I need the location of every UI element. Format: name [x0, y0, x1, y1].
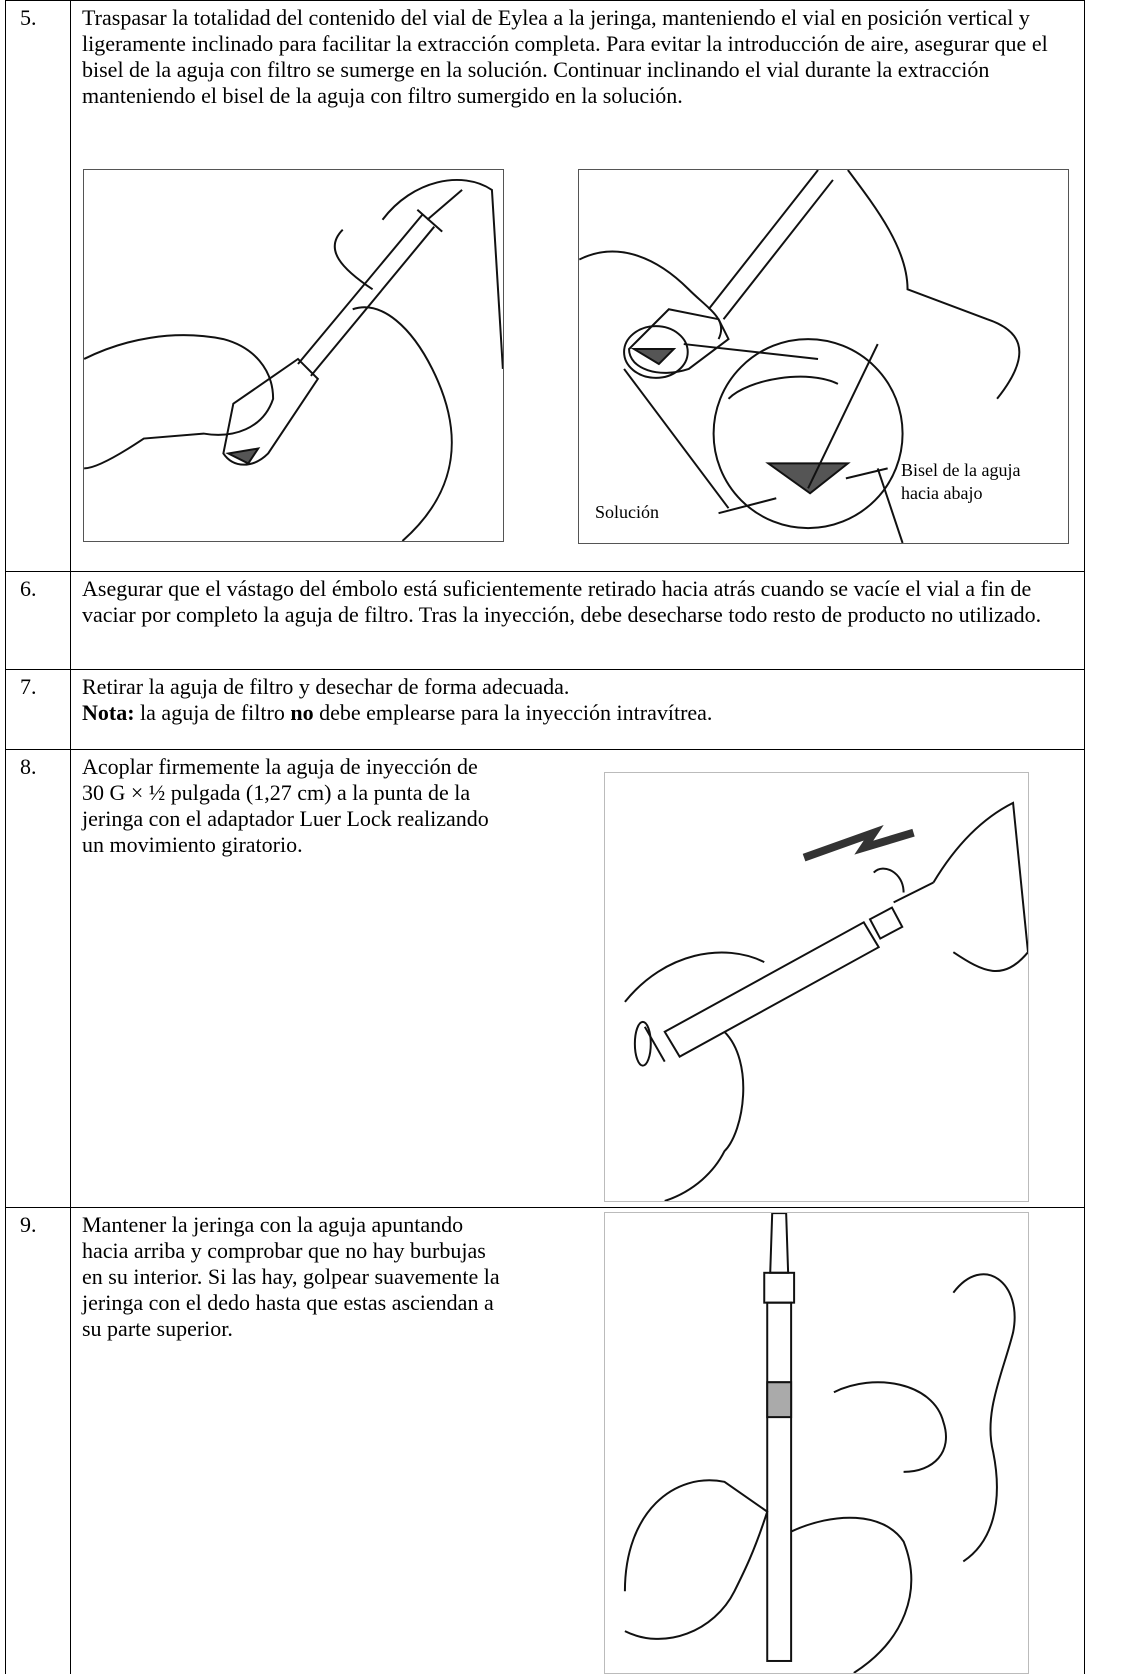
note-emphasis: no — [290, 700, 314, 725]
drawing — [579, 170, 1021, 543]
illustration: Solución Bisel de la aguja hacia abajo — [578, 169, 1069, 544]
step-text: Mantener la jeringa con la aguja apuntan… — [82, 1212, 500, 1341]
step-number: 5. — [6, 1, 71, 571]
drawing — [624, 801, 1028, 1201]
step-text: Retirar la aguja de filtro y desechar de… — [82, 674, 570, 699]
step-text: Asegurar que el vástago del émbolo está … — [82, 576, 1042, 627]
figure-label: Solución — [595, 502, 660, 522]
step-row: 7. Retirar la aguja de filtro y desechar… — [6, 670, 1084, 750]
step-text-block: Retirar la aguja de filtro y desechar de… — [82, 674, 1072, 726]
note-text: debe emplearse para la inyección intraví… — [319, 700, 713, 725]
steps-table: 5. Traspasar la totalidad del contenido … — [5, 0, 1085, 1674]
step-number: 8. — [6, 750, 71, 1207]
step-text: Acoplar firmemente la aguja de inyección… — [82, 754, 489, 857]
illustration — [604, 772, 1029, 1202]
drawing — [623, 1213, 1016, 1673]
illustration — [83, 169, 504, 542]
step-number: 7. — [6, 670, 71, 749]
step-row: 9. Mantener la jeringa con la aguja apun… — [6, 1208, 1084, 1674]
step-row: 5. Traspasar la totalidad del contenido … — [6, 0, 1084, 572]
illustration — [604, 1212, 1029, 1674]
note-label: Nota: — [82, 700, 135, 725]
drawing — [84, 178, 503, 541]
step-number: 9. — [6, 1208, 71, 1674]
figure-label: Bisel de la aguja — [901, 460, 1021, 480]
note: Nota: la aguja de filtro no debe emplear… — [82, 700, 1072, 726]
step-row: 6. Asegurar que el vástago del émbolo es… — [6, 572, 1084, 670]
step-number: 6. — [6, 572, 71, 669]
figure-label: hacia abajo — [901, 483, 983, 503]
step-row: 8. Acoplar firmemente la aguja de inyecc… — [6, 750, 1084, 1208]
note-text: la aguja de filtro — [140, 700, 285, 725]
step-text: Traspasar la totalidad del contenido del… — [82, 5, 1048, 108]
